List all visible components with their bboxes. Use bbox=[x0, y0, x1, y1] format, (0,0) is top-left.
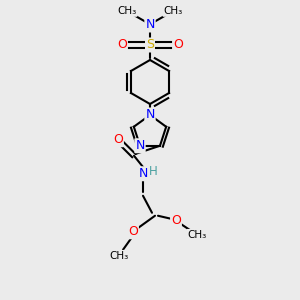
Text: CH₃: CH₃ bbox=[117, 6, 136, 16]
Text: N: N bbox=[145, 19, 155, 32]
Text: H: H bbox=[148, 165, 158, 178]
Text: O: O bbox=[173, 38, 183, 52]
Text: CH₃: CH₃ bbox=[188, 230, 207, 240]
Text: O: O bbox=[113, 133, 123, 146]
Text: N: N bbox=[135, 139, 145, 152]
Text: CH₃: CH₃ bbox=[110, 251, 129, 261]
Text: N: N bbox=[145, 109, 155, 122]
Text: O: O bbox=[171, 214, 181, 227]
Text: N: N bbox=[138, 167, 148, 180]
Text: O: O bbox=[128, 225, 138, 238]
Text: O: O bbox=[117, 38, 127, 52]
Text: CH₃: CH₃ bbox=[164, 6, 183, 16]
Text: S: S bbox=[146, 38, 154, 52]
